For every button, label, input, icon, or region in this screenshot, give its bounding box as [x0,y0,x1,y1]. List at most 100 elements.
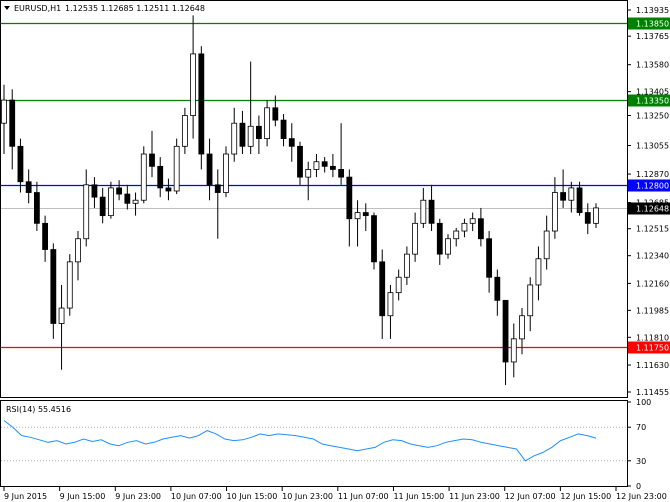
candle [198,46,205,170]
price-tick-label: 1.12870 [636,170,669,179]
candle [75,231,81,281]
candle [9,89,16,170]
candle [313,154,320,178]
time-tick-label: 10 Jun 23:00 [282,492,333,501]
candle [33,181,40,232]
candle [25,169,32,204]
candle [149,130,155,178]
time-tick-label: 10 Jun 07:00 [171,492,222,501]
rsi-line [3,420,597,462]
price-levels: 1.13850 1.13350 1.12800 1.11750 1.12648 [1,17,670,354]
price-tick-label: 1.11455 [636,388,669,397]
rsi-pane[interactable] [0,400,628,487]
candle [477,207,484,247]
price-tick-label: 1.12685 [636,199,669,208]
rsi-axis: 100 70 30 0 [627,398,651,491]
chart-menu-triangle-icon[interactable] [4,6,10,10]
price-tick-label: 1.12515 [636,225,669,234]
candle [181,107,188,155]
candle [50,243,57,339]
price-tick-label: 1.13405 [636,88,669,97]
level-badge [628,341,670,354]
price-tick-label: 1.13580 [636,61,669,70]
candle [395,269,402,301]
candle [461,218,468,238]
level-badge [628,17,670,30]
candle [132,192,139,216]
time-tick-label: 12 Jun 07:00 [505,492,556,501]
rsi-grid [1,426,627,462]
candle [288,123,295,162]
candle [387,284,394,339]
time-axis: 9 Jun 2015 9 Jun 15:00 9 Jun 23:00 10 Jun 0… [3,487,667,501]
rsi-series [3,420,597,462]
candle [412,212,419,262]
candle [354,200,361,247]
candle [17,138,24,193]
price-tick-label: 1.11985 [636,306,669,315]
price-axis: 1.13935 1.13765 1.13580 1.13405 1.13250 1.130… [627,6,669,397]
candle [116,180,123,201]
time-tick-label: 12 Jun 15:00 [560,492,611,501]
candle [420,187,427,228]
rsi-tick-label: 30 [636,457,646,466]
candle [593,203,599,228]
time-tick-label: 9 Jun 2015 [4,492,47,501]
ohlc-label: 1.12535 1.12685 1.12511 1.12648 [65,4,205,13]
candle [584,203,591,235]
candle [321,157,328,173]
price-tick-label: 1.11810 [636,333,669,342]
candle [297,141,303,185]
price-pane[interactable] [0,0,628,398]
candle [247,61,254,155]
candle [453,227,460,247]
candle [494,269,501,316]
candles [1,15,599,386]
candle [272,95,279,127]
current-price-label: 1.12648 [636,205,669,214]
candle [280,113,287,147]
candle [576,181,583,216]
candle [403,246,410,285]
level-badge [628,179,670,192]
candle [99,187,106,224]
candle [436,218,443,265]
candle [124,184,131,210]
candle [362,203,369,232]
price-tick-label: 1.12160 [636,279,669,288]
candle [231,107,238,162]
candle [535,246,542,301]
candle [428,184,435,232]
rsi-tick-label: 0 [636,482,641,491]
time-tick-label: 9 Jun 23:00 [115,492,161,501]
time-tick-label: 10 Jun 15:00 [227,492,278,501]
candle [346,169,353,247]
price-tick-label: 1.13765 [636,32,669,41]
candle [66,254,73,316]
candle [519,308,525,355]
time-tick-label: 11 Jun 23:00 [449,492,500,501]
candle [329,154,336,178]
symbol-label: EURUSD,H1 [14,4,61,13]
candle [371,212,377,270]
candle [190,15,197,139]
price-tick-label: 1.13250 [636,112,669,121]
rsi-tick-label: 100 [636,398,651,407]
candle [502,299,509,386]
candle [42,215,49,262]
time-tick-label: 9 Jun 15:00 [60,492,106,501]
rsi-label: RSI(14) 55.4516 [6,405,71,414]
candle [551,177,558,239]
current-price-badge [628,202,670,215]
candle [157,157,164,198]
candle [560,169,567,208]
candle [568,181,575,213]
rsi-tick-label: 70 [636,423,646,432]
candle [305,161,312,201]
price-tick-label: 1.13055 [636,142,669,151]
candle [543,215,550,270]
candle [206,138,213,201]
candle [379,249,386,339]
candle [527,277,534,332]
